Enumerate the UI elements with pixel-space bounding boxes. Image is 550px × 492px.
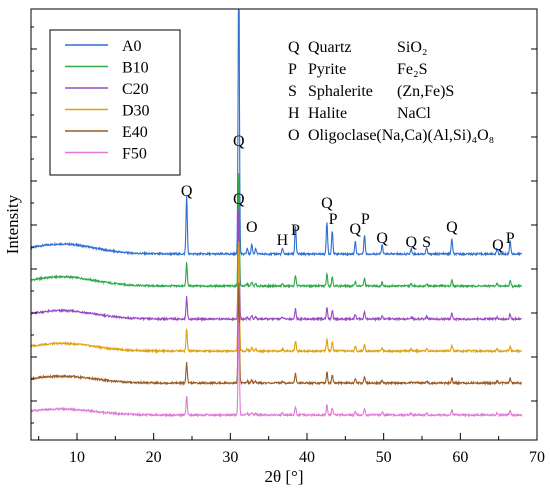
annotation-formula: NaCl [397, 105, 431, 122]
legend-box [49, 29, 181, 176]
annotation-mineral: Halite [308, 105, 347, 122]
peak-label: H [277, 232, 289, 249]
annotation-symbol: O [288, 127, 300, 144]
series-line-b10 [30, 173, 523, 289]
annotation-symbol: P [288, 61, 297, 78]
series-line-c20 [30, 209, 522, 323]
peak-label: Q [233, 191, 245, 208]
legend-label: E40 [122, 124, 148, 141]
peak-label: Q [233, 133, 245, 150]
annotation-formula: SiO₂ [397, 39, 427, 56]
peak-label: P [329, 211, 338, 228]
series-line-e40 [30, 282, 522, 386]
peak-label: P [361, 211, 370, 228]
x-tick-label: 50 [376, 449, 392, 466]
peak-label: Q [492, 237, 504, 254]
x-tick-label: 60 [452, 449, 468, 466]
annotation-formula: (Zn,Fe)S [397, 83, 454, 100]
annotation-mineral: Oligoclase(Na,Ca)(Al,Si)₄O₈ [308, 127, 494, 144]
x-axis-label: 2θ [°] [264, 467, 303, 486]
legend: A0 B10 C20 D30 E40 F50 [49, 29, 181, 176]
y-axis-label: Intensity [3, 194, 22, 254]
series-layer [30, 8, 523, 418]
peak-label: Q [376, 230, 388, 247]
mineral-annotation: Q Quartz SiO₂ P Pyrite Fe₂S S Sphalerite (Zn,Fe)… [288, 39, 494, 144]
peak-label: Q [350, 221, 362, 238]
series-line-d30 [30, 241, 522, 354]
annotation-mineral: Sphalerite [308, 83, 373, 100]
x-tick-label: 20 [146, 449, 162, 466]
annotation-symbol: H [288, 105, 300, 122]
x-tick-label: 40 [299, 449, 315, 466]
tick-layer: 10 20 30 40 50 60 70 [31, 26, 545, 466]
peak-label: P [506, 230, 515, 247]
x-tick-label: 10 [69, 449, 85, 466]
x-tick-label: 30 [222, 449, 238, 466]
legend-label: C20 [122, 81, 149, 98]
peak-label: Q [181, 183, 193, 200]
peak-label: Q [321, 195, 333, 212]
peak-label: Q [446, 219, 458, 236]
annotation-symbol: S [288, 83, 297, 100]
peak-label: Q [405, 234, 417, 251]
annotation-formula: Fe₂S [397, 61, 427, 78]
x-tick-label: 70 [529, 449, 545, 466]
annotation-symbol: Q [288, 39, 300, 56]
annotation-mineral: Pyrite [308, 61, 346, 78]
legend-label: D30 [122, 103, 150, 120]
legend-label: B10 [122, 60, 149, 77]
legend-label: A0 [122, 38, 142, 55]
peak-label: S [422, 234, 431, 251]
peak-label: P [291, 222, 300, 239]
annotation-mineral: Quartz [308, 39, 352, 56]
series-line-f50 [30, 322, 523, 418]
series-line-a0 [30, 8, 523, 257]
peak-label: O [246, 219, 258, 236]
legend-label: F50 [122, 146, 147, 163]
